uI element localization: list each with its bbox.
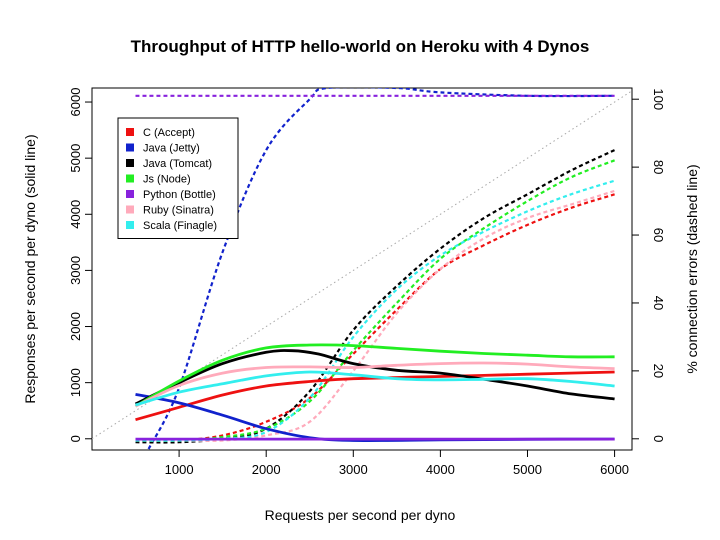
legend-swatch-python-bottle — [126, 190, 134, 198]
legend-label-c-accept: C (Accept) — [143, 127, 195, 139]
legend-label-java-jetty: Java (Jetty) — [143, 143, 200, 155]
error-line-ruby-sinatra — [135, 189, 615, 442]
y2-tick-label: 100 — [651, 88, 666, 110]
legend-swatch-scala-finagle — [126, 221, 134, 229]
y-axis-title: Responses per second per dyno (solid lin… — [22, 134, 38, 403]
y2-tick-label: 80 — [651, 160, 666, 174]
y2-tick-label: 20 — [651, 364, 666, 378]
response-line-scala-finagle — [135, 370, 615, 407]
y2-tick-label: 40 — [651, 296, 666, 310]
y2-axis-title: % connection errors (dashed line) — [684, 164, 700, 373]
response-line-ruby-sinatra — [134, 361, 615, 408]
legend-label-js-node: Js (Node) — [143, 174, 191, 186]
y-tick-label: 4000 — [68, 200, 83, 229]
x-tick-label: 4000 — [426, 462, 455, 477]
error-line-js-node — [135, 159, 616, 442]
response-line-js-node — [134, 343, 615, 408]
legend-swatch-ruby-sinatra — [126, 205, 134, 214]
y-tick-label: 3000 — [68, 256, 83, 285]
response-line-java-tomcat — [134, 349, 615, 406]
response-line-c-accept — [135, 370, 615, 422]
x-tick-label: 5000 — [513, 462, 542, 477]
x-tick-label: 6000 — [600, 462, 629, 477]
x-axis-title: Requests per second per dyno — [265, 507, 456, 523]
y2-tick-label: 60 — [651, 228, 666, 242]
y-tick-label: 5000 — [68, 144, 83, 173]
y-tick-label: 6000 — [68, 88, 83, 117]
y2-tick-label: 0 — [651, 435, 666, 442]
x-tick-label: 2000 — [252, 462, 281, 477]
legend-label-python-bottle: Python (Bottle) — [143, 189, 216, 201]
legend-swatch-c-accept — [126, 128, 134, 136]
x-tick-label: 1000 — [165, 462, 194, 477]
legend-swatch-java-jetty — [126, 143, 134, 152]
legend-swatch-js-node — [126, 174, 134, 183]
x-tick-label: 3000 — [339, 462, 368, 477]
legend-swatch-java-tomcat — [126, 159, 134, 167]
y-tick-label: 1000 — [68, 368, 83, 397]
response-line-java-jetty — [135, 393, 615, 442]
legend-label-java-tomcat: Java (Tomcat) — [143, 158, 212, 170]
legend-label-scala-finagle: Scala (Finagle) — [143, 220, 217, 232]
legend-box — [117, 117, 239, 239]
plot-frame — [91, 87, 633, 451]
legend-label-ruby-sinatra: Ruby (Sinatra) — [143, 205, 214, 217]
error-line-c-accept — [135, 193, 615, 442]
error-line-java-jetty — [147, 88, 615, 450]
chart-title: Throughput of HTTP hello-world on Heroku… — [131, 37, 590, 56]
y-tick-label: 2000 — [68, 312, 83, 341]
y-tick-label: 0 — [68, 435, 83, 442]
